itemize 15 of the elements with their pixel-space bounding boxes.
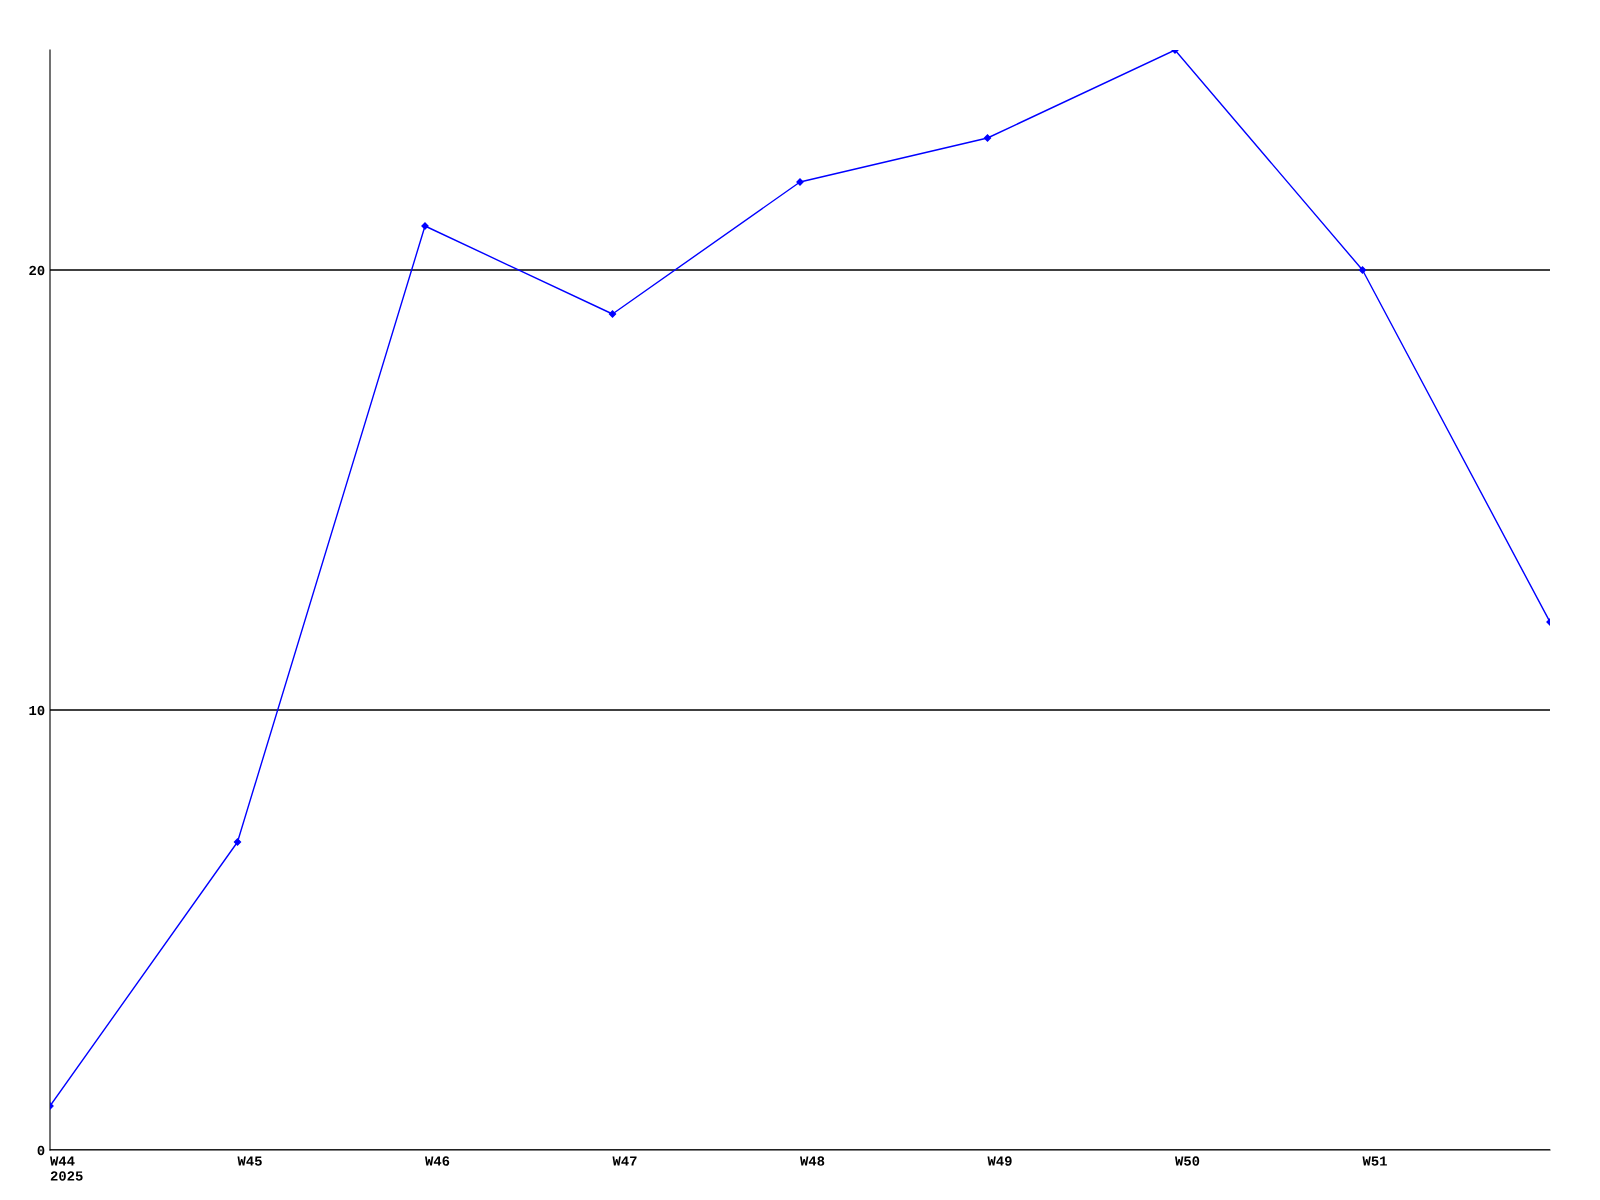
point — [608, 310, 617, 318]
x-tick-label: W44 2025 — [50, 1156, 83, 1181]
x-tick-label: W51 — [1362, 1156, 1387, 1166]
point — [983, 134, 992, 142]
x-tick-label: W49 — [987, 1156, 1012, 1166]
y-tick-label: 20 — [29, 265, 45, 276]
x-tick-label: W48 — [800, 1156, 825, 1166]
x-tick-label: W50 — [1175, 1156, 1200, 1166]
point — [1358, 266, 1367, 274]
y-tick-label: 10 — [29, 705, 45, 716]
point — [233, 838, 242, 846]
x-tick-label: W45 — [237, 1156, 262, 1166]
x-tick-label: W46 — [425, 1156, 450, 1166]
y-tick-label: 0 — [37, 1145, 45, 1156]
x-tick-label: W47 — [612, 1156, 637, 1166]
